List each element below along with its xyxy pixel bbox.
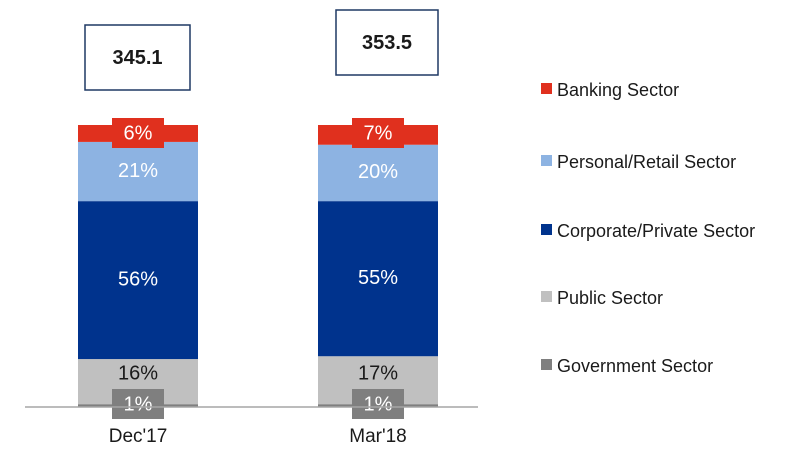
label-box — [112, 118, 164, 148]
data-label: 7% — [364, 122, 393, 144]
legend-label: Personal/Retail Sector — [557, 152, 737, 172]
data-label: 56% — [118, 268, 158, 290]
legend-item: Personal/Retail Sector — [541, 150, 803, 174]
legend-item: Government Sector — [541, 354, 803, 378]
bar-segment — [78, 201, 198, 360]
data-label: 1% — [124, 393, 153, 415]
legend-label: Government Sector — [557, 356, 714, 376]
total-label: 353.5 — [362, 32, 412, 54]
legend-swatch — [541, 224, 552, 235]
label-box — [112, 389, 164, 419]
data-label: 20% — [358, 161, 398, 183]
legend-swatch — [541, 291, 552, 302]
total-label: 345.1 — [112, 47, 162, 69]
legend-label: Corporate/Private Sector — [557, 221, 756, 241]
data-label: 1% — [364, 393, 393, 415]
total-box — [84, 24, 191, 91]
data-label: 17% — [358, 362, 398, 384]
legend-label: Public Sector — [557, 288, 664, 308]
total-box — [335, 9, 439, 76]
bar-segment — [318, 201, 438, 357]
legend-swatch — [541, 359, 552, 370]
data-label: 21% — [118, 160, 158, 182]
legend-item: Banking Sector — [541, 78, 803, 102]
data-label: 16% — [118, 362, 158, 384]
legend-swatch — [541, 83, 552, 94]
legend-swatch — [541, 155, 552, 166]
data-label: 55% — [358, 267, 398, 289]
label-box — [352, 389, 404, 419]
legend-item: Public Sector — [541, 286, 803, 310]
x-tick-label: Dec'17 — [109, 426, 168, 447]
legend-label: Banking Sector — [557, 80, 680, 100]
data-label: 6% — [124, 122, 153, 144]
label-box — [352, 118, 404, 148]
x-tick-label: Mar'18 — [349, 426, 406, 447]
plot: 1% 16% 56% 21% 6% 345.1 Dec'17 1% 17% 55% 20% 7% 353… — [25, 9, 478, 447]
bar-segment — [318, 144, 438, 202]
bar-segment — [78, 141, 198, 202]
legend-item: Corporate/Private Sector — [541, 219, 803, 243]
